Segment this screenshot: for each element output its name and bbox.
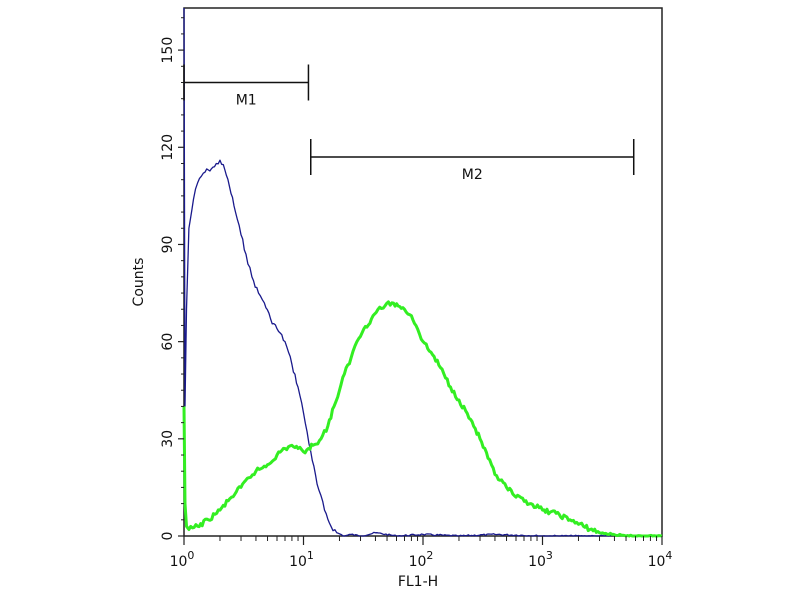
x-axis-label: FL1-H <box>398 574 438 590</box>
y-tick-label: 60 <box>160 333 176 351</box>
series-layer <box>182 7 663 538</box>
control-histogram-line <box>183 7 662 537</box>
plot-frame <box>183 7 663 537</box>
axis-layer: 0 30 60 90 120 150 100 101 102 103 104 <box>160 17 673 570</box>
x-tick-label: 104 <box>648 549 673 570</box>
y-tick-label: 150 <box>160 37 176 64</box>
y-tick-label: 30 <box>160 430 176 448</box>
marker-label: M1 <box>236 93 257 109</box>
y-tick-label: 90 <box>160 236 176 254</box>
marker-layer: M1 M2 <box>183 64 635 183</box>
x-tick-label: 103 <box>528 549 553 570</box>
x-tick-label: 100 <box>170 549 195 570</box>
x-tick-label: 101 <box>289 549 314 570</box>
x-tick-label: 102 <box>409 549 434 570</box>
sample-histogram-line <box>182 300 663 538</box>
y-tick-label: 0 <box>160 532 176 541</box>
marker-label: M2 <box>462 167 483 183</box>
y-axis-label: Counts <box>131 258 147 307</box>
y-tick-label: 120 <box>160 134 176 161</box>
